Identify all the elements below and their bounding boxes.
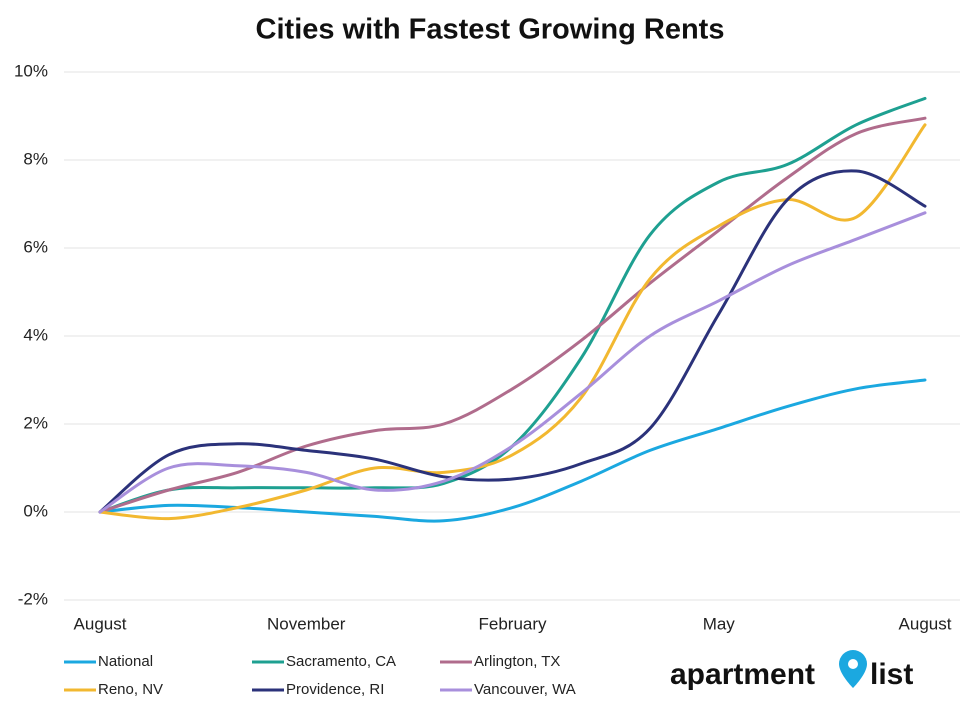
y-tick-label: 0% [23, 501, 48, 520]
legend-label: National [98, 653, 153, 670]
logo-pin-hole [848, 659, 858, 669]
series-line [98, 116, 927, 514]
logo-word: apartment [670, 658, 815, 691]
x-tick-label: November [267, 614, 346, 633]
x-tick-label: May [703, 614, 736, 633]
series-line [98, 169, 927, 514]
legend-label: Arlington, TX [474, 653, 560, 670]
legend-label: Vancouver, WA [474, 681, 576, 698]
y-tick-label: 6% [23, 237, 48, 256]
y-tick-label: 2% [23, 413, 48, 432]
y-tick-label: 10% [14, 61, 48, 80]
series-line [98, 211, 927, 514]
y-tick-label: 8% [23, 149, 48, 168]
logo-word: list [870, 658, 913, 691]
x-tick-label: August [74, 614, 127, 633]
logo: apartment list [670, 650, 913, 691]
series-line [98, 96, 927, 514]
y-tick-label: 4% [23, 325, 48, 344]
legend-label: Sacramento, CA [286, 653, 396, 670]
chart-title: Cities with Fastest Growing Rents [256, 14, 725, 46]
legend-label: Reno, NV [98, 681, 163, 698]
series-line [98, 378, 927, 523]
series-line [98, 123, 927, 521]
legend-label: Providence, RI [286, 681, 384, 698]
x-tick-label: August [899, 614, 952, 633]
y-tick-label: -2% [18, 589, 48, 608]
x-tick-label: February [478, 614, 547, 633]
